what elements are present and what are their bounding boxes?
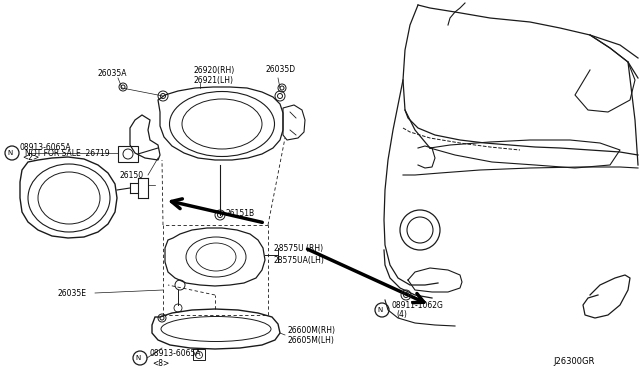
- Text: 26921(LH): 26921(LH): [193, 76, 233, 84]
- Text: <8>: <8>: [152, 359, 169, 368]
- Text: 26600M(RH): 26600M(RH): [287, 326, 335, 334]
- Text: 26150: 26150: [120, 170, 144, 180]
- Text: 28575UA(LH): 28575UA(LH): [274, 256, 325, 264]
- Text: <2>: <2>: [22, 154, 39, 163]
- Text: N: N: [136, 355, 141, 361]
- Text: 26151B: 26151B: [225, 208, 254, 218]
- Text: 26035E: 26035E: [58, 289, 87, 298]
- Text: N: N: [8, 150, 13, 156]
- Text: 26035A: 26035A: [97, 68, 127, 77]
- Text: 08913-6065A: 08913-6065A: [150, 349, 202, 357]
- Text: 28575U (RH): 28575U (RH): [274, 244, 323, 253]
- Text: (4): (4): [396, 311, 407, 320]
- Text: NOT FOR SALE  26719: NOT FOR SALE 26719: [25, 148, 109, 157]
- Text: 08913-6065A: 08913-6065A: [20, 144, 72, 153]
- Text: 26035D: 26035D: [265, 65, 295, 74]
- Text: 26605M(LH): 26605M(LH): [287, 337, 334, 346]
- Text: 26920(RH): 26920(RH): [193, 65, 234, 74]
- Text: 08911-1062G: 08911-1062G: [391, 301, 443, 310]
- Text: N: N: [378, 307, 383, 313]
- Text: J26300GR: J26300GR: [553, 357, 595, 366]
